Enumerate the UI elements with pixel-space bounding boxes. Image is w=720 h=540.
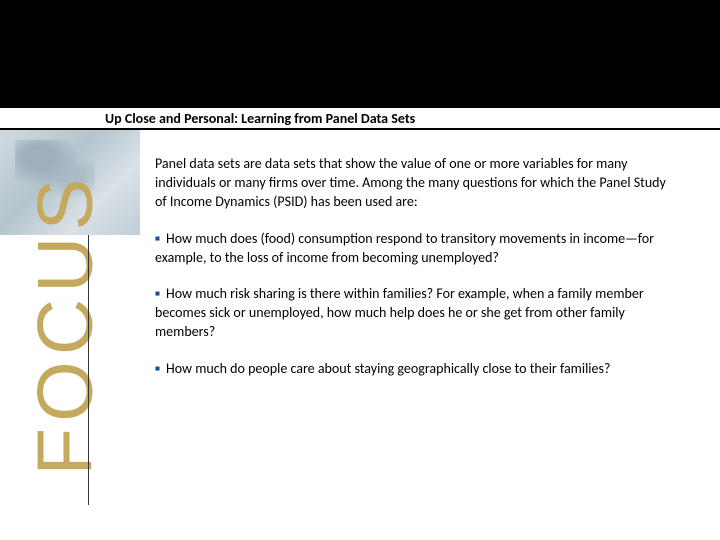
- bullet-text: How much do people care about staying ge…: [166, 360, 610, 377]
- title-underline: [0, 128, 720, 130]
- bullet-item: ▪How much risk sharing is there within f…: [155, 285, 675, 342]
- bullet-text: How much risk sharing is there within fa…: [155, 285, 644, 340]
- bullet-item: ▪How much does (food) consumption respon…: [155, 230, 675, 268]
- bullet-text: How much does (food) consumption respond…: [155, 230, 654, 266]
- bullet-marker-icon: ▪: [155, 285, 160, 302]
- focus-divider-line: [88, 235, 89, 505]
- main-text-region: Panel data sets are data sets that show …: [140, 130, 720, 540]
- page-title: Up Close and Personal: Learning from Pan…: [105, 110, 415, 127]
- bullet-marker-icon: ▪: [155, 230, 160, 247]
- content-area: FOCUS Panel data sets are data sets that…: [0, 130, 720, 540]
- bullet-item: ▪ How much do people care about staying g…: [155, 360, 675, 379]
- intro-paragraph: Panel data sets are data sets that show …: [155, 155, 675, 212]
- focus-label: FOCUS: [20, 76, 111, 476]
- sidebar: FOCUS: [0, 130, 140, 540]
- bullet-marker-icon: ▪: [155, 360, 160, 377]
